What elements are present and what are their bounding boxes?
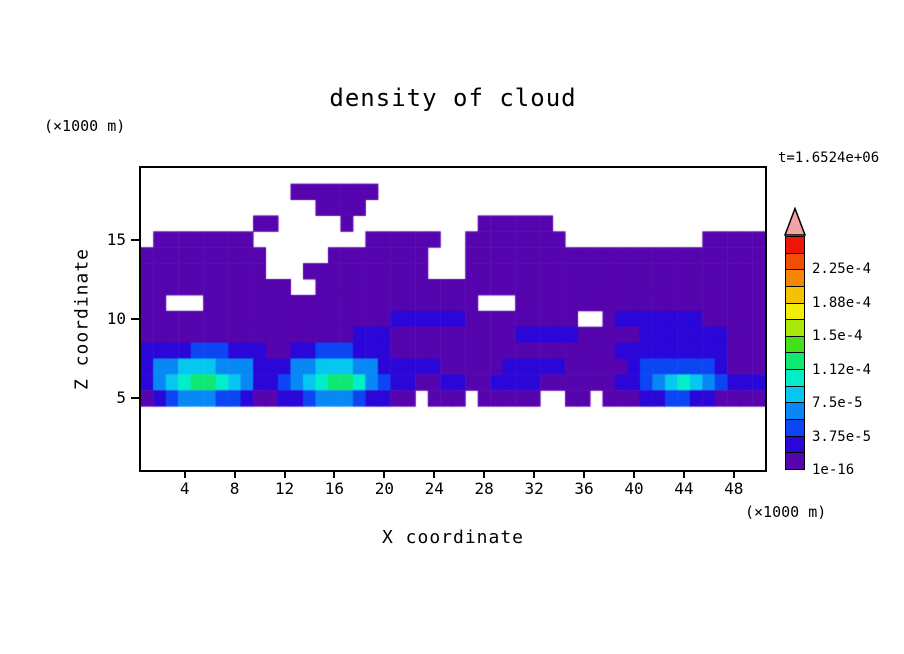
- x-tick-mark: [682, 470, 685, 478]
- colorbar-segment: [786, 302, 804, 320]
- colorbar-label: 1.5e-4: [812, 328, 863, 345]
- x-tick-mark: [183, 470, 186, 478]
- colorbar-pointer: [784, 207, 806, 236]
- colorbar: [785, 236, 805, 470]
- x-tick-mark: [632, 470, 635, 478]
- colorbar-segment: [786, 385, 804, 403]
- colorbar-segment: [786, 369, 804, 386]
- x-tick-label: 48: [724, 479, 744, 498]
- x-tick-label: 36: [574, 479, 594, 498]
- colorbar-segment: [786, 335, 804, 353]
- colorbar-label: 1.12e-4: [812, 361, 872, 378]
- chart-title: density of cloud: [329, 84, 577, 112]
- colorbar-label: 7.5e-5: [812, 395, 863, 412]
- colorbar-label: 1e-16: [812, 462, 855, 478]
- y-tick-mark: [131, 318, 139, 320]
- colorbar-segment: [786, 252, 804, 270]
- y-tick-mark: [131, 238, 139, 241]
- x-tick-label: 32: [524, 479, 544, 498]
- colorbar-segment: [786, 285, 804, 303]
- plot-area: [139, 166, 767, 472]
- heatmap-canvas: [141, 168, 765, 470]
- x-tick-label: 12: [274, 479, 295, 498]
- x-tick-label: 44: [674, 479, 694, 498]
- colorbar-segment: [786, 402, 804, 420]
- time-annotation: t=1.6524e+06: [778, 150, 880, 166]
- x-axis-title: X coordinate: [381, 527, 525, 548]
- colorbar-segment: [786, 237, 804, 253]
- x-tick-label: 24: [424, 479, 444, 498]
- colorbar-segment: [786, 435, 804, 453]
- x-tick-mark: [383, 470, 386, 478]
- colorbar-label: 2.25e-4: [812, 261, 872, 278]
- colorbar-segment: [786, 352, 804, 370]
- y-axis-unit-label: (×1000 m): [44, 117, 126, 135]
- colorbar-segment: [786, 269, 804, 286]
- x-tick-label: 8: [229, 479, 240, 498]
- x-tick-mark: [483, 470, 486, 478]
- x-tick-label: 16: [324, 479, 345, 498]
- x-tick-mark: [233, 470, 236, 478]
- y-tick-label: 5: [116, 388, 126, 408]
- colorbar-segment: [786, 452, 804, 469]
- x-tick-mark: [433, 470, 436, 478]
- x-tick-mark: [333, 470, 336, 478]
- y-tick-label: 10: [106, 309, 126, 328]
- colorbar-pointer-shape: [784, 207, 806, 236]
- x-tick-label: 28: [474, 479, 494, 498]
- y-tick-mark: [131, 397, 139, 400]
- colorbar-label: 1.88e-4: [812, 294, 872, 311]
- x-axis-unit-label: (×1000 m): [745, 503, 827, 521]
- colorbar-label: 3.75e-5: [812, 428, 872, 445]
- colorbar-segment: [786, 419, 804, 436]
- x-tick-label: 20: [374, 479, 394, 498]
- x-tick-mark: [732, 470, 735, 478]
- x-tick-mark: [283, 470, 286, 478]
- x-tick-label: 40: [624, 479, 644, 498]
- x-tick-label: 4: [179, 479, 190, 498]
- colorbar-segment: [786, 319, 804, 336]
- x-tick-mark: [583, 470, 586, 478]
- x-tick-mark: [533, 470, 536, 478]
- y-tick-label: 15: [106, 229, 126, 249]
